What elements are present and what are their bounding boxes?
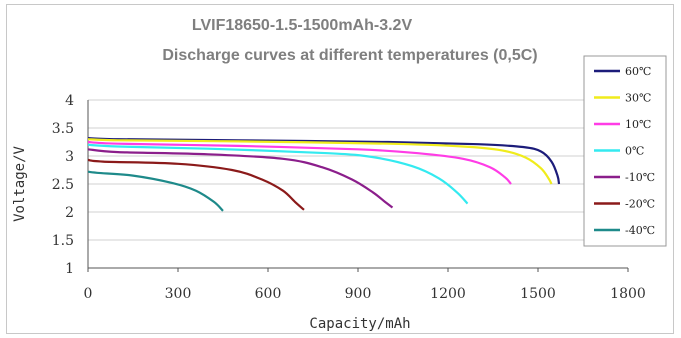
series-line-3: [87, 143, 469, 205]
x-tick-label-0: 0: [84, 286, 93, 302]
chart-subtitle: Discharge curves at different temperatur…: [162, 47, 537, 64]
y-axis-label: Voltage/V: [12, 146, 28, 222]
x-tick-label-2: 600: [255, 286, 282, 302]
series-line-4: [87, 148, 394, 209]
legend-label-4: -10℃: [625, 171, 655, 184]
series-line-1: [87, 138, 553, 185]
x-tick-label-1: 300: [165, 286, 192, 302]
legend-label-0: 60℃: [625, 65, 651, 78]
series-line-5: [87, 158, 305, 211]
x-tick-label-4: 1200: [430, 286, 466, 302]
grid: [88, 99, 628, 241]
x-tick-label-3: 900: [345, 286, 372, 302]
x-axis-label: Capacity/mAh: [309, 316, 410, 332]
chart-frame: [6, 4, 674, 334]
legend-label-3: 0℃: [625, 145, 644, 158]
legend-label-1: 30℃: [625, 92, 651, 105]
x-tick-label-5: 1500: [520, 286, 556, 302]
legend: 60℃ 30℃ 10℃ 0℃ -10℃ -20℃ -40℃: [583, 55, 667, 247]
y-tick-label-3: 2.5: [52, 177, 74, 193]
plot-area: [87, 137, 561, 212]
y-tick-label-6: 4: [65, 93, 74, 109]
y-tick-label-5: 3.5: [52, 121, 74, 137]
chart-title: LVIF18650-1.5-1500mAh-3.2V: [192, 17, 413, 34]
y-tick-label-1: 1.5: [52, 233, 74, 249]
legend-label-5: -20℃: [625, 198, 655, 211]
axes: 1 1.5 2 2.5 3 3.5 4 0 300 600 900 1200 1500 1800: [52, 93, 646, 302]
y-tick-label-0: 1: [65, 261, 74, 277]
y-tick-label-2: 2: [65, 205, 74, 221]
series-line-2: [87, 140, 512, 185]
y-tick-label-4: 3: [65, 149, 74, 165]
x-tick-label-6: 1800: [610, 286, 646, 302]
legend-label-2: 10℃: [625, 118, 651, 131]
series-line-6: [87, 170, 224, 212]
legend-label-6: -40℃: [625, 224, 655, 237]
